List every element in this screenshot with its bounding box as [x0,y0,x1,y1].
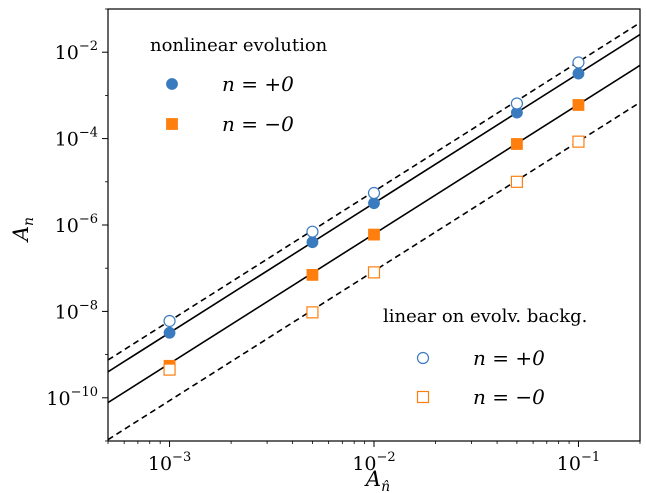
legend-label: n = −0 [222,112,294,136]
data-point-nonlinear-circle [368,197,380,210]
data-point-linear-circle [510,97,524,110]
y-tick-label: 10−4 [55,126,98,151]
data-point-linear-square [306,306,319,319]
legend-marker-square [416,390,430,404]
data-point-nonlinear-circle [163,326,176,339]
y-tick-label: 10−10 [46,385,98,410]
data-point-linear-square [367,266,381,279]
legend-marker-square [166,118,178,130]
data-point-linear-square [163,363,176,376]
y-tick-label: 10−2 [55,39,98,64]
data-point-nonlinear-square [572,99,585,111]
legend-top-left: nonlinear evolution n = +0 n = −0 [150,35,328,136]
data-point-nonlinear-circle [572,67,585,80]
legend-title: linear on evolv. backg. [383,306,587,327]
x-tick-label: 10−3 [148,450,191,475]
data-point-linear-square [510,175,524,188]
data-point-nonlinear-circle [306,236,319,249]
legend-marker-circle [416,351,430,365]
data-point-nonlinear-square [306,268,319,281]
legend-label: n = +0 [473,346,545,370]
data-point-nonlinear-square [368,228,380,241]
y-tick-label: 10−6 [55,212,98,237]
y-tick-label: 10−8 [55,298,98,323]
data-point-linear-circle [367,186,381,200]
data-point-linear-square [572,135,585,148]
legend-label: n = +0 [222,72,294,96]
legend-label: n = −0 [473,385,545,409]
y-axis-label: An [9,217,37,243]
x-axis-label: An̂ [364,467,390,493]
axis-ticks: 10−3 10−2 10−1 10−10 10−8 10−6 10−4 10−2 [46,8,641,475]
legend-title: nonlinear evolution [150,35,328,56]
data-markers [163,56,585,376]
legend-marker-circle [166,78,178,90]
axis-labels: An̂ An [9,217,390,493]
data-point-linear-circle [163,314,176,328]
data-point-linear-circle [572,56,585,69]
x-tick-label: 10−1 [557,450,600,475]
legend-bottom-right: linear on evolv. backg. n = +0 n = −0 [383,306,587,409]
data-point-linear-circle [306,225,319,238]
data-point-nonlinear-square [511,138,523,150]
x-tick-label: 10−2 [352,450,395,475]
